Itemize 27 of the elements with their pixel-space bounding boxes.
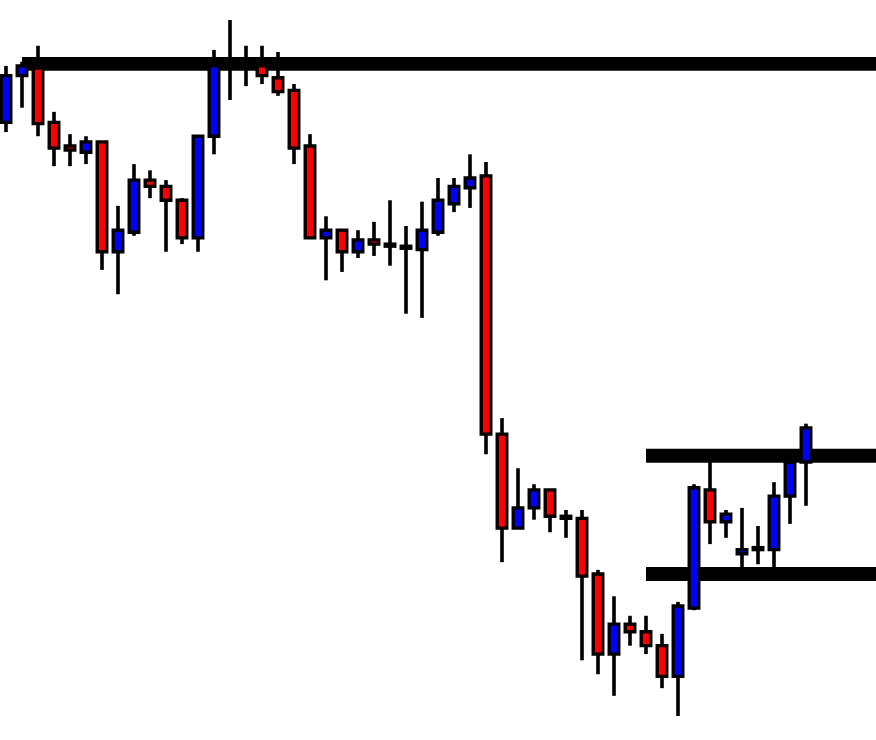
- candlestick: [383, 198, 397, 268]
- candlestick: [367, 220, 381, 258]
- candlestick: [639, 613, 653, 656]
- candlestick: [623, 613, 637, 648]
- candlestick: [463, 152, 477, 210]
- candlestick: [415, 199, 429, 320]
- candlestick: [335, 228, 349, 274]
- candlestick: [47, 110, 61, 168]
- candlestick: [719, 508, 733, 540]
- candlestick: [543, 487, 557, 535]
- candlestick: [607, 594, 621, 698]
- candlestick: [143, 168, 157, 200]
- candlestick: [559, 508, 573, 540]
- candlestick: [111, 204, 125, 297]
- candlestick: [79, 134, 93, 166]
- candlestick: [159, 178, 173, 254]
- candlestick: [319, 214, 333, 283]
- candlestick: [655, 632, 669, 690]
- candlestick: [399, 224, 413, 316]
- candlestick: [431, 176, 445, 238]
- candlestick: [175, 196, 189, 246]
- candlestick: [527, 482, 541, 522]
- candlestick: [63, 132, 77, 168]
- candlestick: [447, 176, 461, 214]
- candlestick: [0, 64, 13, 134]
- candlestick: [351, 228, 365, 260]
- candlestick: [511, 466, 525, 530]
